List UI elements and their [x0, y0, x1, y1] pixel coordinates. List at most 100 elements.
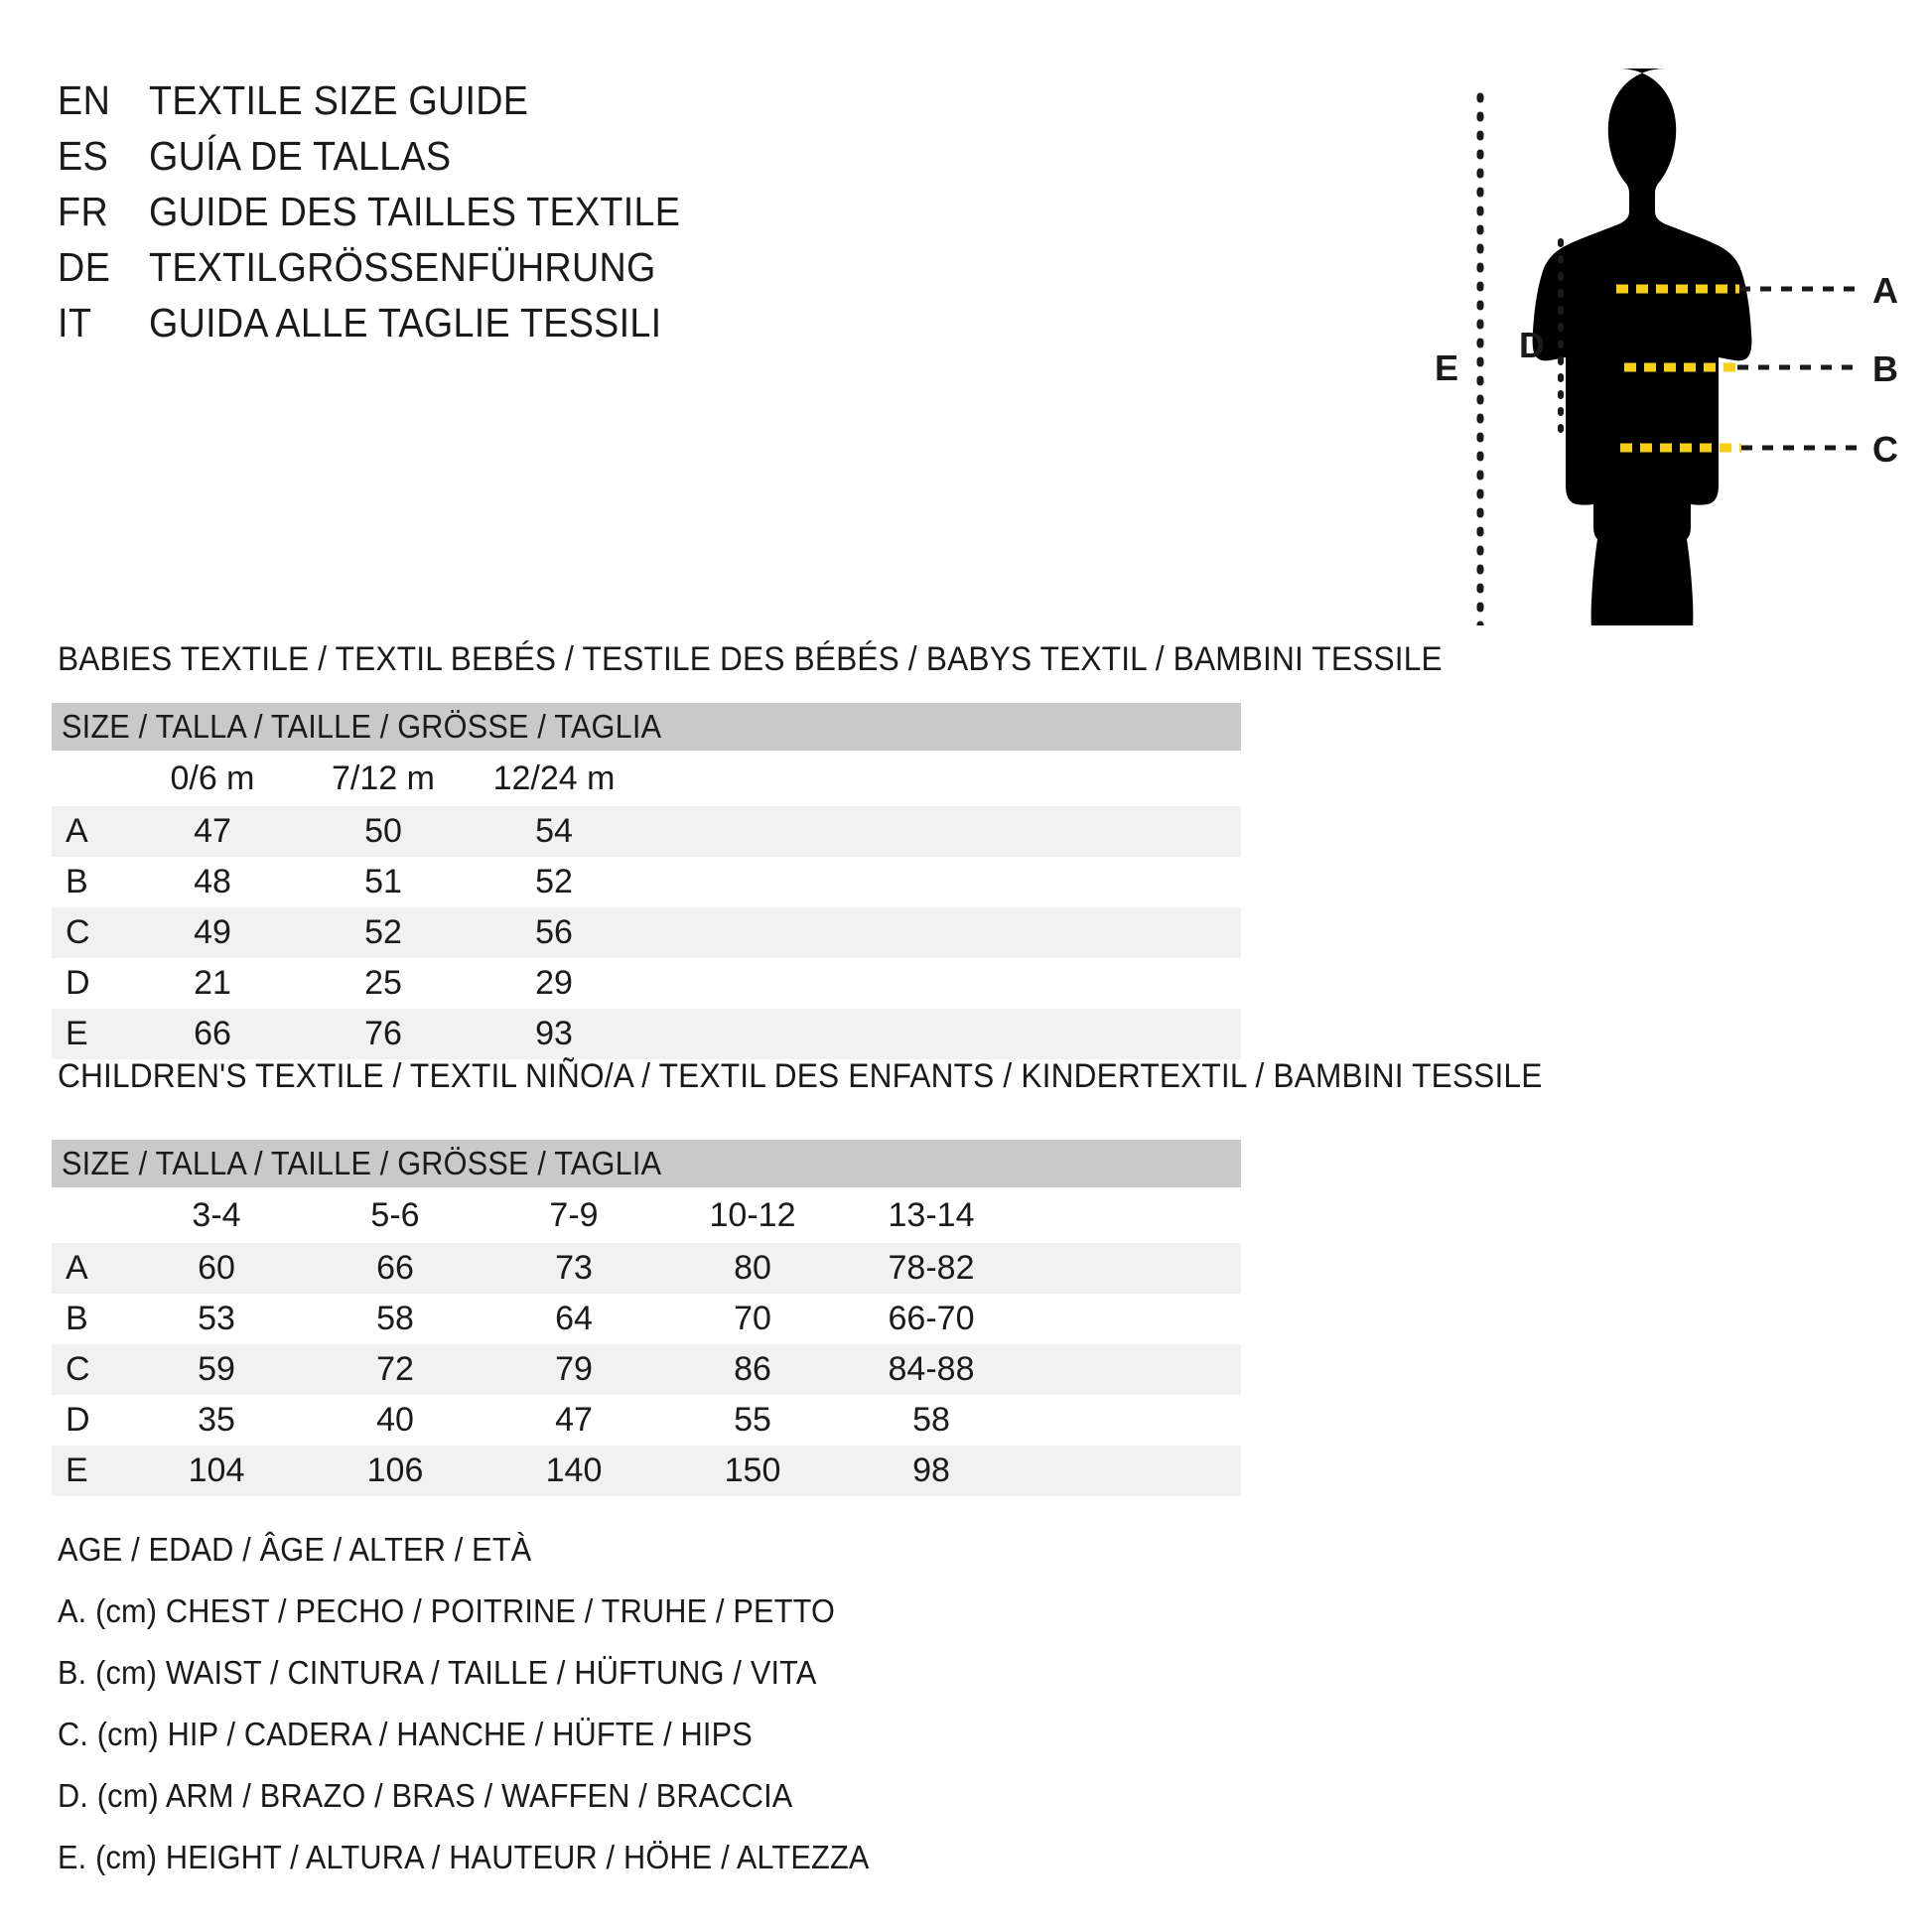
babies-cell-a-0: 47 — [194, 812, 231, 850]
legend-line-c-hip: C. (cm) HIP / CADERA / HANCHE / HÜFTE / … — [58, 1716, 753, 1752]
children-cell-d-0: 35 — [198, 1401, 235, 1439]
measurement-legend: AGE / EDAD / ÂGE / ALTER / ETÀ A. (cm) C… — [58, 1519, 1050, 1888]
children-cell-d-1: 40 — [376, 1401, 414, 1439]
babies-cell-a-2: 54 — [535, 812, 573, 850]
measurement-figure: A B C D E — [1410, 55, 1926, 625]
table-row: B 48 51 52 — [52, 857, 1241, 907]
figure-label-a: A — [1872, 270, 1898, 311]
children-cell-b-1: 58 — [376, 1300, 414, 1337]
language-row-fr: FR GUIDE DES TAILLES TEXTILE — [58, 189, 951, 240]
babies-size-table: SIZE / TALLA / TAILLE / GRÖSSE / TAGLIA … — [52, 703, 1241, 1059]
children-column-header-row: 3-4 5-6 7-9 10-12 13-14 — [52, 1187, 1241, 1243]
babies-cell-e-1: 76 — [364, 1015, 402, 1052]
figure-label-d: D — [1519, 325, 1545, 365]
table-row: E 66 76 93 — [52, 1009, 1241, 1059]
children-row-label-e: E — [66, 1451, 88, 1489]
language-row-es: ES GUÍA DE TALLAS — [58, 133, 951, 185]
children-column-header-4: 13-14 — [888, 1195, 975, 1234]
legend-line-a-chest: A. (cm) CHEST / PECHO / POITRINE / TRUHE… — [58, 1592, 836, 1629]
children-table-band: SIZE / TALLA / TAILLE / GRÖSSE / TAGLIA — [52, 1140, 1241, 1187]
babies-cell-b-2: 52 — [535, 863, 573, 900]
children-cell-c-2: 79 — [555, 1350, 593, 1388]
children-cell-c-4: 84-88 — [888, 1350, 975, 1388]
figure-label-b: B — [1872, 348, 1898, 389]
table-row: C 59 72 79 86 84-88 — [52, 1344, 1241, 1395]
figure-label-c: C — [1872, 429, 1898, 470]
babies-row-label-a: A — [66, 812, 88, 850]
babies-cell-c-1: 52 — [364, 913, 402, 951]
children-row-label-d: D — [66, 1401, 90, 1439]
babies-cell-d-0: 21 — [194, 964, 231, 1002]
babies-column-header-2: 12/24 m — [492, 759, 616, 797]
children-cell-e-3: 150 — [724, 1451, 781, 1489]
legend-line-age: AGE / EDAD / ÂGE / ALTER / ETÀ — [58, 1531, 532, 1568]
babies-cell-c-2: 56 — [535, 913, 573, 951]
children-cell-a-2: 73 — [555, 1249, 593, 1287]
children-cell-e-0: 104 — [188, 1451, 245, 1489]
babies-cell-b-0: 48 — [194, 863, 231, 900]
language-title-block: EN TEXTILE SIZE GUIDE ES GUÍA DE TALLAS … — [58, 77, 951, 355]
table-row: D 21 25 29 — [52, 958, 1241, 1009]
babies-row-label-b: B — [66, 863, 88, 900]
children-column-header-3: 10-12 — [709, 1195, 796, 1234]
children-cell-d-3: 55 — [734, 1401, 771, 1439]
children-column-header-2: 7-9 — [549, 1195, 599, 1234]
babies-band-label: SIZE / TALLA / TAILLE / GRÖSSE / TAGLIA — [62, 708, 662, 745]
figure-label-e: E — [1435, 347, 1458, 388]
babies-section-title: BABIES TEXTILE / TEXTIL BEBÉS / TESTILE … — [58, 640, 1443, 678]
legend-line-d-arm: D. (cm) ARM / BRAZO / BRAS / WAFFEN / BR… — [58, 1777, 793, 1814]
table-row: A 47 50 54 — [52, 806, 1241, 857]
language-row-it: IT GUIDA ALLE TAGLIE TESSILI — [58, 300, 951, 351]
children-cell-d-4: 58 — [912, 1401, 950, 1439]
children-size-table: SIZE / TALLA / TAILLE / GRÖSSE / TAGLIA … — [52, 1140, 1241, 1496]
children-row-label-c: C — [66, 1350, 90, 1388]
children-cell-c-1: 72 — [376, 1350, 414, 1388]
legend-line-b-waist: B. (cm) WAIST / CINTURA / TAILLE / HÜFTU… — [58, 1654, 817, 1691]
table-row: B 53 58 64 70 66-70 — [52, 1294, 1241, 1344]
table-row: C 49 52 56 — [52, 907, 1241, 958]
language-code-en: EN — [58, 77, 111, 123]
babies-column-header-0: 0/6 m — [170, 759, 255, 797]
children-cell-c-3: 86 — [734, 1350, 771, 1388]
children-cell-a-4: 78-82 — [888, 1249, 975, 1287]
babies-cell-a-1: 50 — [364, 812, 402, 850]
language-text-en: TEXTILE SIZE GUIDE — [149, 77, 529, 123]
babies-cell-b-1: 51 — [364, 863, 402, 900]
table-row: E 104 106 140 150 98 — [52, 1446, 1241, 1496]
children-cell-e-4: 98 — [912, 1451, 950, 1489]
children-cell-b-2: 64 — [555, 1300, 593, 1337]
children-cell-b-0: 53 — [198, 1300, 235, 1337]
children-column-header-1: 5-6 — [370, 1195, 420, 1234]
legend-line-e-height: E. (cm) HEIGHT / ALTURA / HAUTEUR / HÖHE… — [58, 1839, 870, 1875]
child-silhouette-icon — [1532, 69, 1752, 625]
children-cell-c-0: 59 — [198, 1350, 235, 1388]
babies-row-label-e: E — [66, 1015, 88, 1052]
table-row: D 35 40 47 55 58 — [52, 1395, 1241, 1446]
language-code-fr: FR — [58, 189, 109, 234]
babies-cell-d-2: 29 — [535, 964, 573, 1002]
language-row-de: DE TEXTILGRÖSSENFÜHRUNG — [58, 244, 951, 296]
children-cell-e-1: 106 — [366, 1451, 424, 1489]
children-cell-e-2: 140 — [545, 1451, 603, 1489]
children-cell-d-2: 47 — [555, 1401, 593, 1439]
language-code-es: ES — [58, 133, 109, 179]
babies-row-label-d: D — [66, 964, 90, 1002]
table-row: A 60 66 73 80 78-82 — [52, 1243, 1241, 1294]
language-row-en: EN TEXTILE SIZE GUIDE — [58, 77, 951, 129]
children-row-label-b: B — [66, 1300, 88, 1337]
children-cell-b-4: 66-70 — [888, 1300, 975, 1337]
children-cell-a-0: 60 — [198, 1249, 235, 1287]
babies-cell-e-2: 93 — [535, 1015, 573, 1052]
language-code-it: IT — [58, 300, 92, 345]
babies-table-band: SIZE / TALLA / TAILLE / GRÖSSE / TAGLIA — [52, 703, 1241, 751]
babies-column-header-row: 0/6 m 7/12 m 12/24 m — [52, 751, 1241, 806]
babies-cell-e-0: 66 — [194, 1015, 231, 1052]
children-column-header-0: 3-4 — [192, 1195, 241, 1234]
language-text-de: TEXTILGRÖSSENFÜHRUNG — [149, 244, 656, 290]
babies-cell-c-0: 49 — [194, 913, 231, 951]
children-section-title: CHILDREN'S TEXTILE / TEXTIL NIÑO/A / TEX… — [58, 1057, 1543, 1095]
language-code-de: DE — [58, 244, 111, 290]
children-row-label-a: A — [66, 1249, 88, 1287]
children-cell-a-3: 80 — [734, 1249, 771, 1287]
children-band-label: SIZE / TALLA / TAILLE / GRÖSSE / TAGLIA — [62, 1145, 662, 1181]
